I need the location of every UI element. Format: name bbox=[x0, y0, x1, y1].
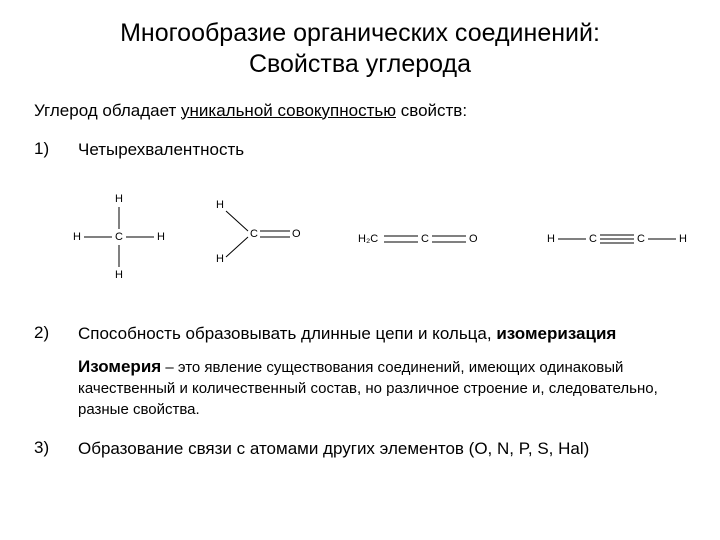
molecule-acetylene: H C C H bbox=[544, 219, 704, 259]
atom-o: O bbox=[469, 233, 478, 245]
molecule-methane: H H H H C bbox=[64, 179, 174, 299]
list-item-3: 3) Образование связи с атомами других эл… bbox=[34, 438, 686, 461]
atom-h: H bbox=[679, 233, 687, 245]
def-text: – это явление существования соединений, … bbox=[78, 359, 658, 417]
item3-number: 3) bbox=[34, 438, 78, 458]
item2-body: Способность образовывать длинные цепи и … bbox=[78, 323, 686, 346]
atom-c: C bbox=[421, 233, 429, 245]
atom-h: H bbox=[216, 199, 224, 211]
item2-number: 2) bbox=[34, 323, 78, 343]
item1-body: Четырехвалентность bbox=[78, 139, 686, 162]
intro-plain: Углерод обладает bbox=[34, 101, 181, 120]
list-item-1: 1) Четырехвалентность bbox=[34, 139, 686, 162]
title-line1: Многообразие органических соединений: bbox=[120, 19, 600, 47]
intro-tail: свойств: bbox=[396, 101, 467, 120]
def-term: Изомерия bbox=[78, 357, 161, 376]
molecule-formaldehyde: H H C O bbox=[204, 191, 314, 291]
atom-c: C bbox=[115, 231, 123, 243]
molecule-ketene: H₂C C O bbox=[354, 219, 524, 259]
slide-title: Многообразие органических соединений: Св… bbox=[34, 18, 686, 81]
item1-number: 1) bbox=[34, 139, 78, 159]
atom-c: C bbox=[589, 233, 597, 245]
intro-text: Углерод обладает уникальной совокупность… bbox=[34, 101, 686, 121]
list-item-2: 2) Способность образовывать длинные цепи… bbox=[34, 323, 686, 346]
atom-h: H bbox=[157, 231, 165, 243]
atom-o: O bbox=[292, 228, 301, 240]
molecule-diagrams: H H H H C H H C O H₂C C O bbox=[34, 171, 686, 311]
atom-h: H bbox=[115, 193, 123, 205]
atom-h: H bbox=[216, 253, 224, 265]
atom-h: H bbox=[115, 269, 123, 281]
item2-plain: Способность образовывать длинные цепи и … bbox=[78, 324, 496, 343]
definition-block: Изомерия – это явление существования сое… bbox=[78, 356, 686, 419]
atom-h2c: H₂C bbox=[358, 233, 378, 245]
atom-c: C bbox=[637, 233, 645, 245]
atom-h: H bbox=[547, 233, 555, 245]
atom-c: C bbox=[250, 228, 258, 240]
atom-h: H bbox=[73, 231, 81, 243]
title-line2: Свойства углерода bbox=[249, 50, 471, 78]
item3-body: Образование связи с атомами других элеме… bbox=[78, 438, 686, 461]
intro-underlined: уникальной совокупностью bbox=[181, 101, 396, 120]
item2-bold: изомеризация bbox=[496, 324, 616, 343]
